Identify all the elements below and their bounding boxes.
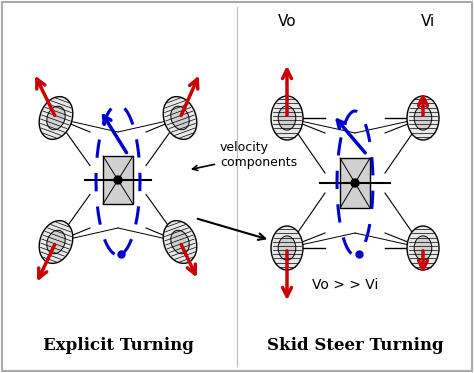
Ellipse shape bbox=[39, 220, 73, 263]
Bar bbox=[103, 156, 133, 204]
Text: Explicit Turning: Explicit Turning bbox=[43, 336, 193, 354]
Bar bbox=[340, 158, 370, 208]
Ellipse shape bbox=[278, 106, 296, 130]
Ellipse shape bbox=[414, 236, 432, 260]
Ellipse shape bbox=[171, 106, 189, 130]
Text: Skid Steer Turning: Skid Steer Turning bbox=[267, 336, 443, 354]
Ellipse shape bbox=[407, 226, 439, 270]
Text: Vo: Vo bbox=[278, 15, 296, 29]
Ellipse shape bbox=[163, 220, 197, 263]
Text: Vi: Vi bbox=[421, 15, 435, 29]
Ellipse shape bbox=[278, 236, 296, 260]
Ellipse shape bbox=[271, 226, 303, 270]
Ellipse shape bbox=[39, 97, 73, 140]
Ellipse shape bbox=[163, 97, 197, 140]
Ellipse shape bbox=[171, 230, 189, 254]
Ellipse shape bbox=[407, 96, 439, 140]
Ellipse shape bbox=[47, 230, 65, 254]
Circle shape bbox=[114, 176, 122, 184]
Ellipse shape bbox=[47, 106, 65, 130]
Text: Vo > > Vi: Vo > > Vi bbox=[312, 278, 378, 292]
Ellipse shape bbox=[271, 96, 303, 140]
Text: velocity
components: velocity components bbox=[192, 141, 297, 170]
Circle shape bbox=[351, 179, 359, 187]
Ellipse shape bbox=[414, 106, 432, 130]
